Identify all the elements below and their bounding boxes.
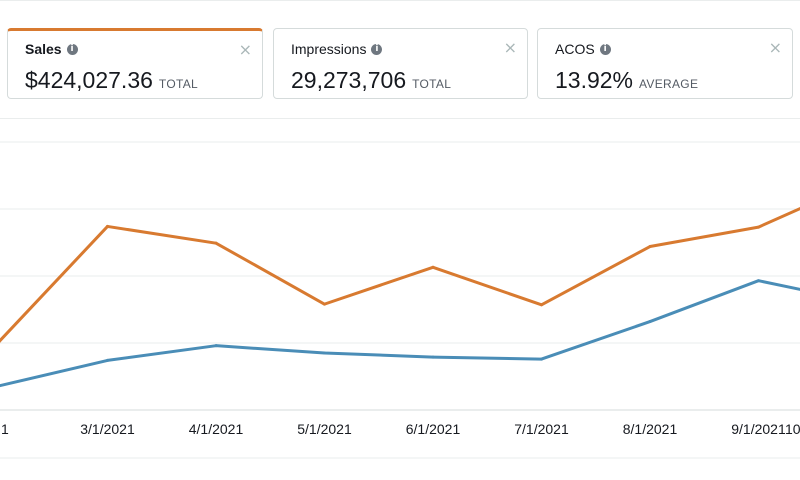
data-point-impressions[interactable] (540, 357, 543, 361)
info-icon[interactable]: i (599, 43, 611, 55)
x-tick-label: 10 (785, 421, 800, 437)
metric-value-text: 29,273,706 (291, 67, 407, 93)
chart-separator (0, 118, 800, 119)
data-point-sales[interactable] (323, 302, 326, 306)
data-point-impressions[interactable] (323, 351, 326, 355)
close-icon[interactable]: × (503, 38, 517, 57)
metric-value: 13.92% AVERAGE (555, 67, 698, 94)
data-point-sales[interactable] (431, 265, 435, 269)
metric-value: $424,027.36 TOTAL (25, 67, 198, 94)
metric-card-acos[interactable]: ACOS i × 13.92% AVERAGE (537, 28, 793, 99)
metric-value-text: $424,027.36 (25, 67, 153, 93)
metric-value: 29,273,706 TOTAL (291, 67, 451, 94)
data-point-sales[interactable] (214, 241, 218, 245)
metric-card-impressions[interactable]: Impressions i × 29,273,706 TOTAL (273, 28, 528, 99)
metric-label-text: Sales (25, 41, 62, 57)
data-point-sales[interactable] (757, 225, 760, 229)
data-point-impressions[interactable] (757, 279, 760, 283)
data-point-sales[interactable] (540, 303, 543, 307)
series-line-impressions[interactable] (0, 279, 800, 388)
close-icon[interactable]: × (238, 40, 252, 59)
series-line-sales[interactable] (0, 179, 800, 343)
info-icon[interactable]: i (371, 43, 383, 55)
data-point-impressions[interactable] (106, 358, 109, 362)
data-point-sales[interactable] (648, 245, 652, 249)
metric-qualifier: TOTAL (158, 77, 198, 91)
x-tick-label: 4/1/2021 (189, 421, 244, 437)
x-tick-label: 1 (1, 421, 9, 437)
metric-label-text: Impressions (291, 41, 367, 57)
x-tick-label: 5/1/2021 (297, 421, 352, 437)
info-icon[interactable]: i (66, 43, 78, 55)
data-point-impressions[interactable] (0, 384, 1, 387)
x-tick-label: 9/1/2021 (731, 421, 786, 437)
data-point-impressions[interactable] (214, 344, 218, 348)
x-tick-label: 6/1/2021 (406, 421, 461, 437)
metric-label-text: ACOS (555, 41, 595, 57)
data-point-sales[interactable] (106, 224, 109, 228)
x-tick-label: 7/1/2021 (514, 421, 569, 437)
metric-qualifier: AVERAGE (639, 77, 699, 91)
metric-value-text: 13.92% (555, 67, 634, 93)
data-point-sales[interactable] (0, 340, 1, 343)
top-divider (0, 0, 800, 1)
data-point-impressions[interactable] (431, 355, 435, 359)
metric-label: Sales i (25, 41, 78, 57)
metric-qualifier: TOTAL (412, 77, 452, 91)
close-icon[interactable]: × (768, 38, 782, 57)
x-tick-label: 8/1/2021 (623, 421, 678, 437)
x-tick-label: 3/1/2021 (80, 421, 135, 437)
metric-label: Impressions i (291, 41, 383, 57)
data-point-impressions[interactable] (648, 320, 652, 324)
metric-label: ACOS i (555, 41, 611, 57)
metric-card-sales[interactable]: Sales i × $424,027.36 TOTAL (7, 28, 263, 99)
